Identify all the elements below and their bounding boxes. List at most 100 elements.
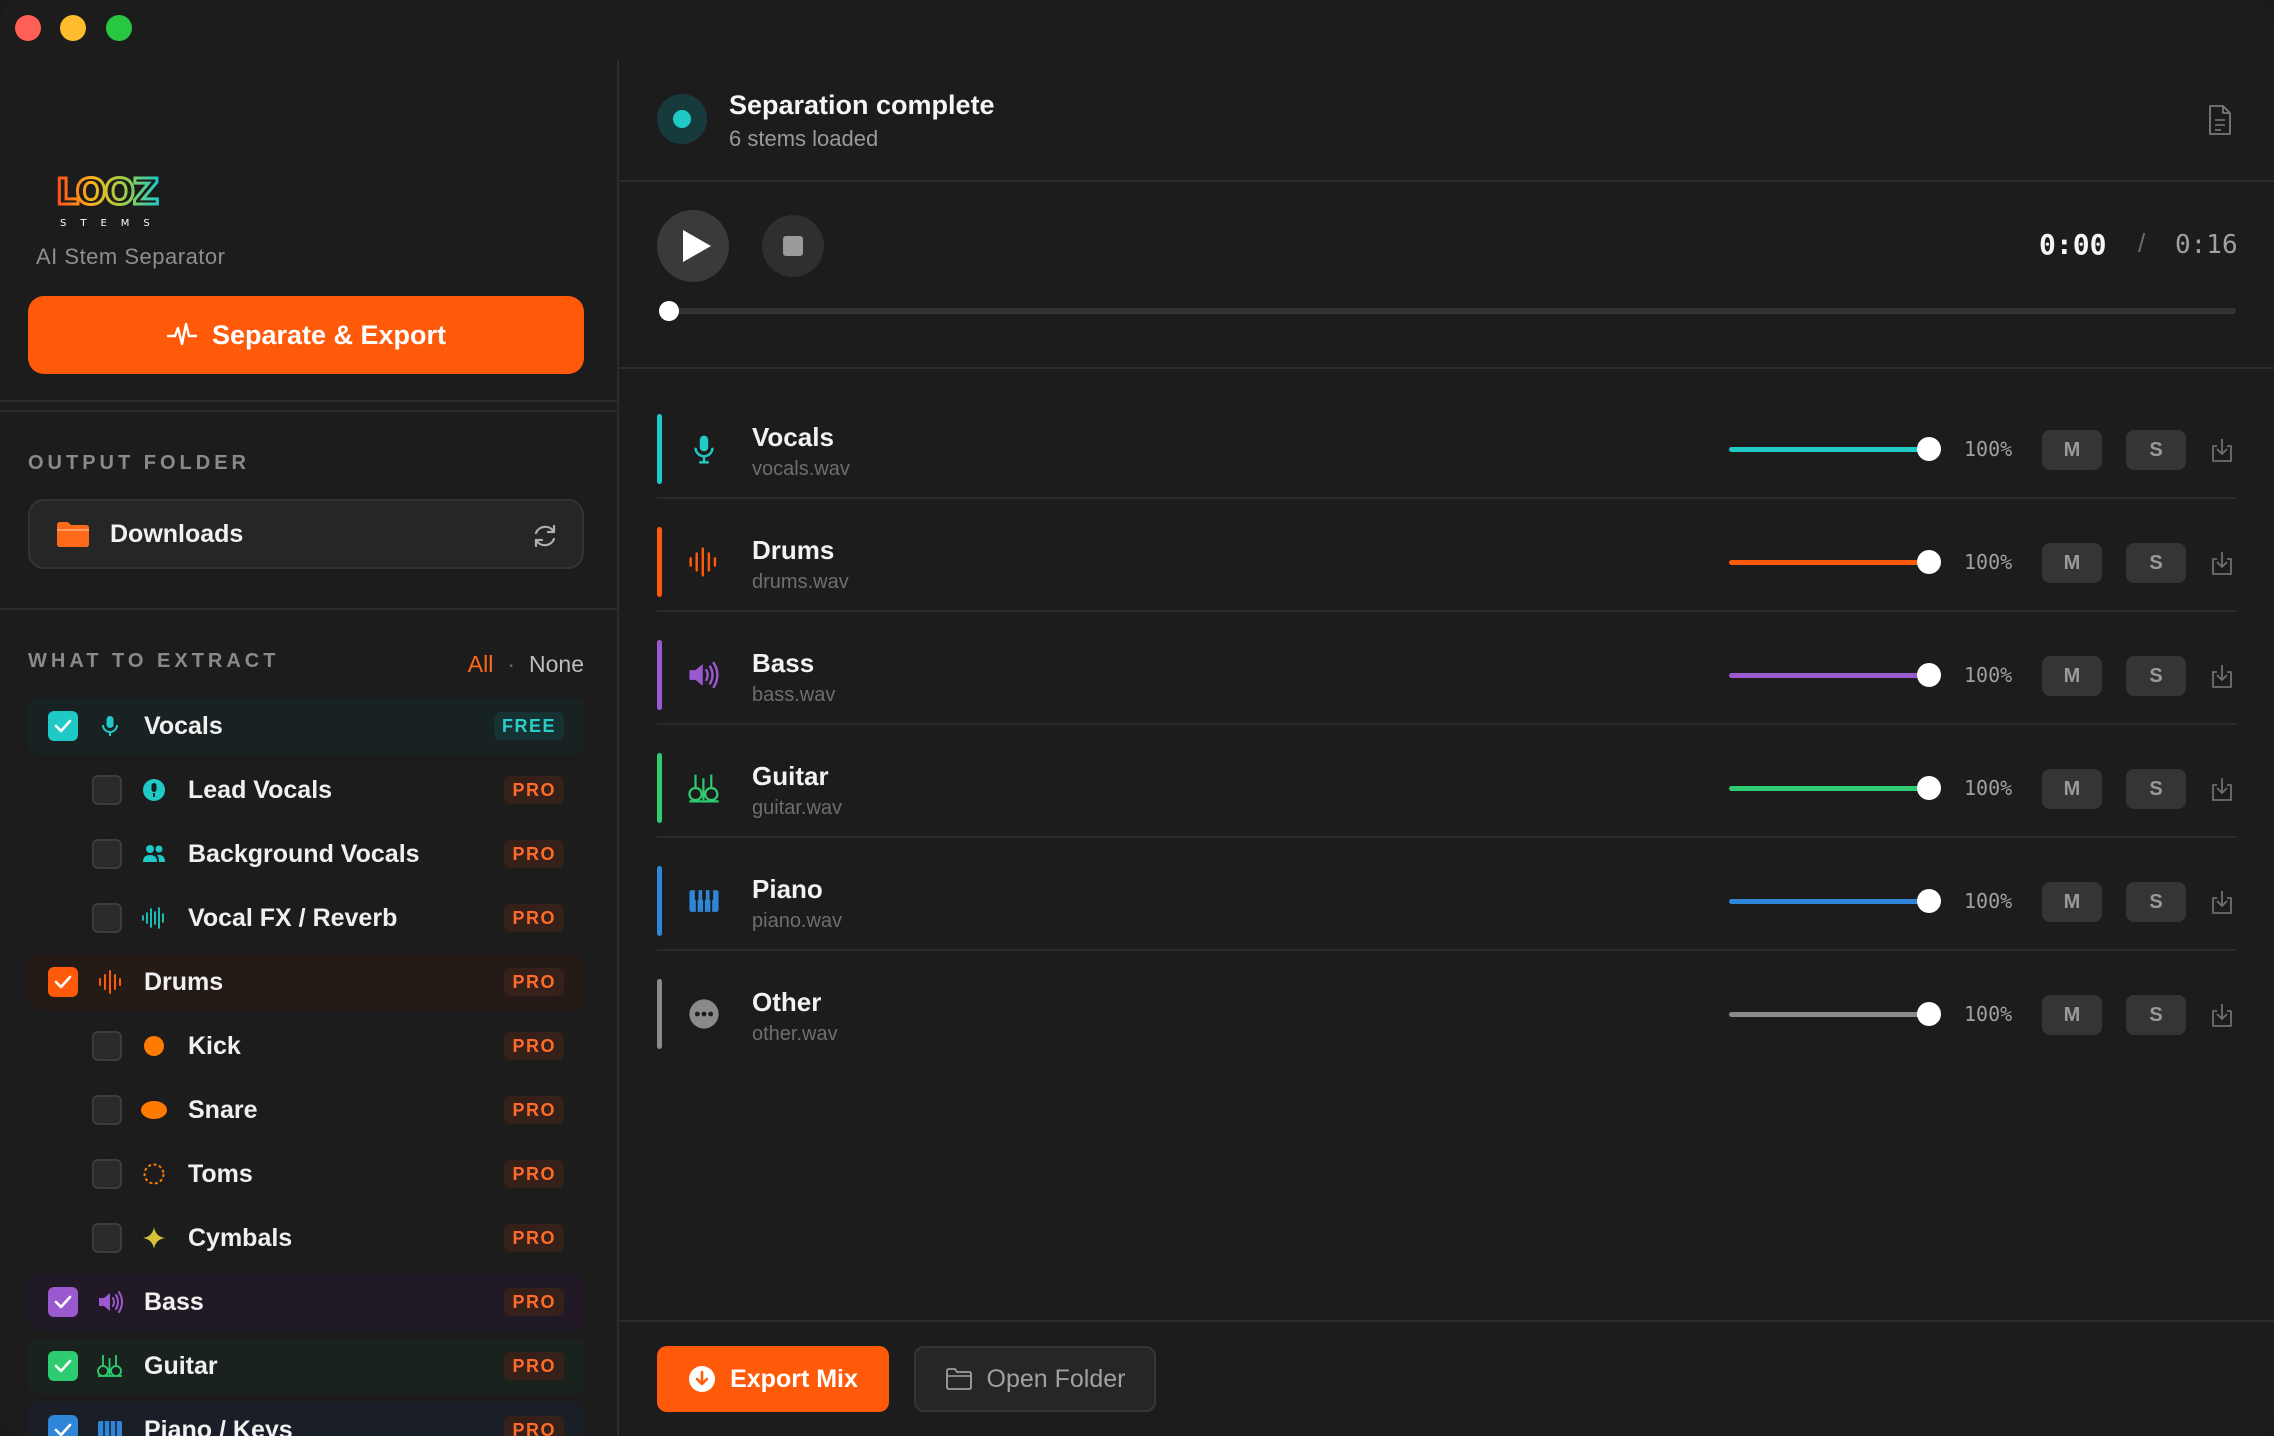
play-button[interactable] (657, 210, 729, 282)
volume-handle[interactable] (1917, 437, 1941, 461)
guitar-checkbox[interactable] (48, 1351, 78, 1381)
divider (657, 497, 2237, 499)
toms-icon (143, 1163, 165, 1185)
close-window-button[interactable] (15, 15, 41, 41)
extract-item-vocals[interactable]: Vocals FREE (28, 698, 584, 754)
pro-badge: PRO (504, 776, 564, 804)
seek-handle[interactable] (659, 301, 679, 321)
extract-item-piano-keys[interactable]: Piano / Keys PRO (28, 1402, 584, 1436)
download-icon[interactable] (2209, 549, 2235, 577)
cymbals-checkbox[interactable] (92, 1223, 122, 1253)
solo-button[interactable]: S (2126, 995, 2186, 1035)
download-icon[interactable] (2209, 888, 2235, 916)
solo-button[interactable]: S (2126, 430, 2186, 470)
extract-item-toms[interactable]: Toms PRO (28, 1146, 584, 1202)
download-icon[interactable] (2209, 775, 2235, 803)
document-icon[interactable] (2206, 104, 2234, 136)
solo-button[interactable]: S (2126, 769, 2186, 809)
download-icon[interactable] (2209, 436, 2235, 464)
volume-percent: 100% (1964, 1002, 2013, 1026)
zoom-window-button[interactable] (106, 15, 132, 41)
guitar-icon (688, 774, 719, 803)
free-badge: FREE (493, 712, 564, 740)
volume-percent: 100% (1964, 776, 2013, 800)
stem-name: Bass (752, 648, 815, 678)
select-all-link[interactable]: All (467, 651, 494, 677)
refresh-icon[interactable] (530, 521, 560, 551)
extract-item-vocal-fx[interactable]: Vocal FX / Reverb PRO (28, 890, 584, 946)
stem-color-bar (657, 414, 662, 484)
folder-outline-icon (945, 1368, 972, 1390)
mute-button[interactable]: M (2042, 882, 2102, 922)
vocal-fx-checkbox[interactable] (92, 903, 122, 933)
stop-button[interactable] (762, 215, 824, 277)
mute-button[interactable]: M (2042, 656, 2102, 696)
folder-icon (57, 522, 89, 547)
stem-row-guitar: Guitar guitar.wav 100% M S (657, 733, 2237, 843)
volume-slider[interactable] (1729, 776, 1941, 800)
extract-item-bass[interactable]: Bass PRO (28, 1274, 584, 1330)
status-title: Separation complete (729, 90, 995, 120)
mute-button[interactable]: M (2042, 430, 2102, 470)
solo-button[interactable]: S (2126, 882, 2186, 922)
download-icon[interactable] (2209, 1001, 2235, 1029)
mute-button[interactable]: M (2042, 543, 2102, 583)
extract-item-guitar[interactable]: Guitar PRO (28, 1338, 584, 1394)
stem-color-bar (657, 527, 662, 597)
volume-slider[interactable] (1729, 889, 1941, 913)
stem-filename: other.wav (752, 1023, 838, 1045)
volume-percent: 100% (1964, 889, 2013, 913)
pro-badge: PRO (504, 1160, 564, 1188)
piano-keys-checkbox[interactable] (48, 1415, 78, 1436)
drums-checkbox[interactable] (48, 967, 78, 997)
stem-name: Other (752, 987, 822, 1017)
main-panel: Separation complete 6 stems loaded 0:00 … (619, 60, 2274, 1436)
volume-fill (1729, 899, 1929, 904)
export-mix-button[interactable]: Export Mix (657, 1346, 889, 1412)
download-icon[interactable] (2209, 662, 2235, 690)
toms-checkbox[interactable] (92, 1159, 122, 1189)
minimize-window-button[interactable] (60, 15, 86, 41)
vocals-checkbox[interactable] (48, 711, 78, 741)
bass-checkbox[interactable] (48, 1287, 78, 1317)
extract-item-background-vocals[interactable]: Background Vocals PRO (28, 826, 584, 882)
volume-fill (1729, 560, 1929, 565)
volume-slider[interactable] (1729, 1002, 1941, 1026)
volume-fill (1729, 786, 1929, 791)
mute-button[interactable]: M (2042, 769, 2102, 809)
volume-slider[interactable] (1729, 550, 1941, 574)
extract-item-kick[interactable]: Kick PRO (28, 1018, 584, 1074)
extract-item-cymbals[interactable]: Cymbals PRO (28, 1210, 584, 1266)
volume-handle[interactable] (1917, 776, 1941, 800)
volume-slider[interactable] (1729, 663, 1941, 687)
solo-button[interactable]: S (2126, 656, 2186, 696)
extract-item-snare[interactable]: Snare PRO (28, 1082, 584, 1138)
mute-button[interactable]: M (2042, 995, 2102, 1035)
snare-checkbox[interactable] (92, 1095, 122, 1125)
seek-bar[interactable] (659, 301, 2236, 321)
volume-handle[interactable] (1917, 663, 1941, 687)
output-folder-field[interactable]: Downloads (28, 499, 584, 569)
extract-item-lead-vocals[interactable]: Lead Vocals PRO (28, 762, 584, 818)
lead-vocals-checkbox[interactable] (92, 775, 122, 805)
separate-export-button[interactable]: Separate & Export (28, 296, 584, 374)
background-vocals-checkbox[interactable] (92, 839, 122, 869)
open-folder-button[interactable]: Open Folder (914, 1346, 1156, 1412)
volume-handle[interactable] (1917, 1002, 1941, 1026)
extract-item-drums[interactable]: Drums PRO (28, 954, 584, 1010)
stem-name: Drums (752, 535, 835, 565)
select-links: All · None (468, 651, 584, 678)
kick-checkbox[interactable] (92, 1031, 122, 1061)
volume-handle[interactable] (1917, 889, 1941, 913)
select-none-link[interactable]: None (529, 651, 584, 677)
pulse-icon (166, 322, 198, 346)
stem-filename: drums.wav (752, 571, 849, 593)
volume-handle[interactable] (1917, 550, 1941, 574)
volume-slider[interactable] (1729, 437, 1941, 461)
volume-fill (1729, 1012, 1929, 1017)
sidebar: LOOZ STEMS AI Stem Separator Separate & … (0, 60, 619, 1436)
speaker-icon (689, 661, 719, 689)
solo-button[interactable]: S (2126, 543, 2186, 583)
piano-icon (98, 1421, 122, 1436)
